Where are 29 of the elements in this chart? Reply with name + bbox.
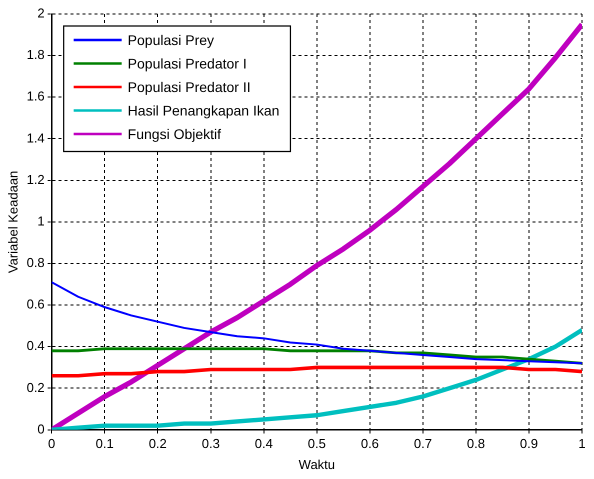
y-tick-label: 1.8 — [26, 47, 45, 62]
x-axis-title: Waktu — [298, 456, 336, 472]
y-tick-label: 0.4 — [26, 338, 45, 354]
y-tick-label: 1.6 — [26, 88, 45, 104]
legend-label: Populasi Predator I — [128, 55, 247, 72]
y-tick-label: 1.2 — [26, 172, 45, 187]
y-tick-label: 1.4 — [26, 130, 45, 146]
x-tick-label: 0.6 — [360, 436, 379, 452]
legend-label: Fungsi Objektif — [128, 126, 222, 142]
x-tick-label: 0.9 — [520, 436, 538, 452]
x-tick-label: 0.2 — [148, 436, 167, 452]
x-tick-label: 0.3 — [202, 436, 220, 452]
y-tick-label: 0.2 — [26, 380, 45, 395]
y-tick-label: 0.8 — [26, 255, 45, 270]
legend-label: Populasi Predator II — [128, 78, 251, 95]
x-tick-label: 0.4 — [254, 436, 273, 452]
y-tick-label: 0.6 — [26, 296, 45, 312]
x-tick-label: 0.7 — [414, 436, 432, 452]
x-tick-label: 0.1 — [96, 436, 114, 452]
y-tick-label: 2 — [37, 6, 45, 21]
legend-label: Hasil Penangkapan Ikan — [128, 102, 280, 118]
y-tick-label: 1 — [37, 213, 45, 228]
x-tick-label: 0 — [48, 436, 56, 452]
y-tick-label: 0 — [37, 421, 45, 436]
legend-label: Populasi Prey — [128, 32, 214, 48]
x-tick-label: 0.5 — [308, 436, 326, 452]
y-axis-title: Variabel Keadaan — [5, 170, 20, 274]
x-tick-label: 1 — [578, 436, 586, 452]
x-tick-label: 0.8 — [466, 436, 485, 452]
